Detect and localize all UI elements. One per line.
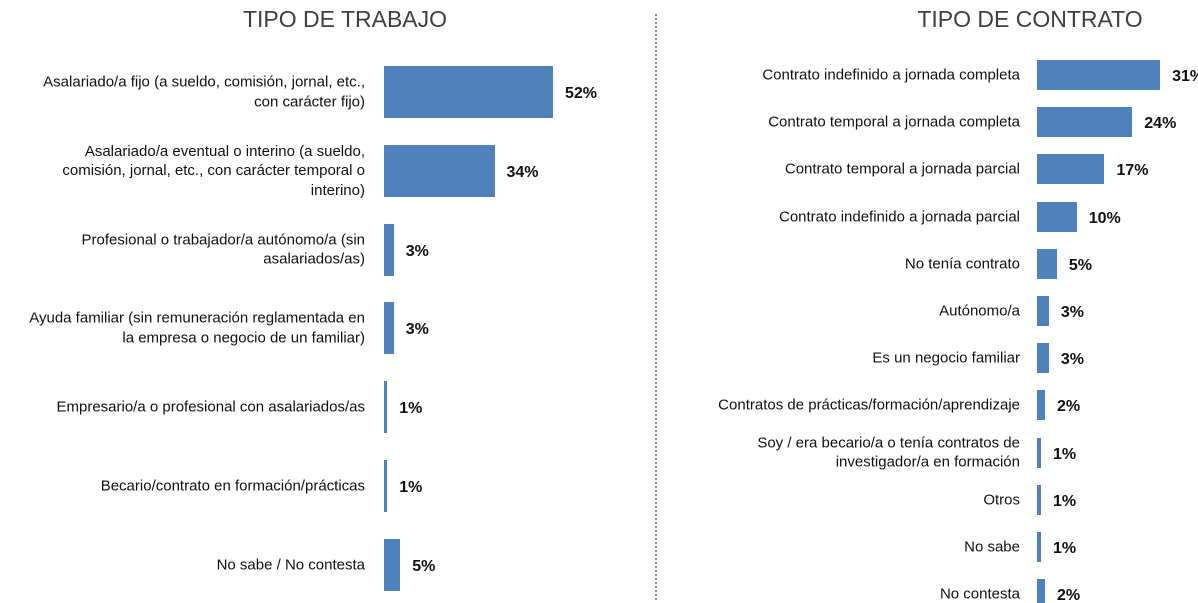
bar <box>1037 107 1133 138</box>
category-label: No contesta <box>939 585 1020 603</box>
bar <box>1037 437 1041 468</box>
bar <box>1037 484 1041 515</box>
value-label: 34% <box>506 163 539 181</box>
bar <box>1037 390 1045 421</box>
value-label: 17% <box>1116 162 1149 180</box>
bar <box>384 223 394 276</box>
bar <box>1037 532 1041 562</box>
bar <box>384 144 495 197</box>
value-label: 3% <box>405 242 429 260</box>
category-label: Profesional o trabajador/a autónomo/a (s… <box>81 231 365 268</box>
bar <box>1037 201 1077 232</box>
value-label: 2% <box>1056 587 1081 603</box>
bar <box>384 302 394 355</box>
value-label: 1% <box>1052 540 1077 557</box>
bar <box>1037 296 1049 326</box>
category-label: No sabe / No contesta <box>216 556 365 574</box>
value-label: 1% <box>399 479 423 496</box>
value-label: 1% <box>1052 445 1077 463</box>
category-label: No tenía contrato <box>904 255 1020 273</box>
category-label: Soy / era becario/a o tenía contratos de… <box>757 434 1020 471</box>
category-label: Es un negocio familiar <box>872 349 1020 367</box>
bar <box>1037 154 1105 185</box>
value-label: 2% <box>1056 398 1081 416</box>
value-label: 1% <box>1052 492 1077 510</box>
bar <box>384 538 401 591</box>
category-label: Contrato indefinido a jornada parcial <box>779 207 1020 225</box>
category-label: Asalariado/a fijo (a sueldo, comisión, j… <box>43 73 365 111</box>
bar <box>1037 60 1161 90</box>
bar <box>1037 343 1049 374</box>
value-label: 10% <box>1088 209 1121 227</box>
category-label: No sabe <box>964 538 1020 556</box>
value-label: 3% <box>1060 304 1085 321</box>
bar <box>384 460 388 512</box>
value-label: 5% <box>412 557 436 575</box>
value-label: 5% <box>1068 256 1092 274</box>
bar <box>384 381 388 434</box>
category-label: Contrato indefinido a jornada completa <box>762 66 1020 84</box>
value-label: 24% <box>1144 115 1177 133</box>
bar <box>384 66 553 118</box>
category-label: Otros <box>983 491 1020 509</box>
value-label: 1% <box>399 400 423 418</box>
category-label: Contrato temporal a jornada completa <box>768 113 1020 131</box>
category-label: Asalariado/a eventual o interino (a suel… <box>62 142 365 199</box>
category-label: Autónomo/a <box>939 302 1020 320</box>
bar <box>1037 579 1045 603</box>
chart-title: TIPO DE CONTRATO <box>917 6 1143 32</box>
category-label: Becario/contrato en formación/prácticas <box>100 477 365 495</box>
category-label: Contratos de prácticas/formación/aprendi… <box>718 396 1020 414</box>
category-label: Contrato temporal a jornada parcial <box>784 160 1020 178</box>
value-label: 3% <box>1060 351 1085 369</box>
value-label: 31% <box>1172 68 1198 85</box>
category-label: Empresario/a o profesional con asalariad… <box>56 398 365 416</box>
value-label: 52% <box>565 85 598 102</box>
divider <box>655 14 657 600</box>
chart-title: TIPO DE TRABAJO <box>242 6 448 32</box>
value-label: 3% <box>405 321 429 339</box>
category-label: Ayuda familiar (sin remuneración reglame… <box>29 309 365 347</box>
bar <box>1037 248 1057 279</box>
